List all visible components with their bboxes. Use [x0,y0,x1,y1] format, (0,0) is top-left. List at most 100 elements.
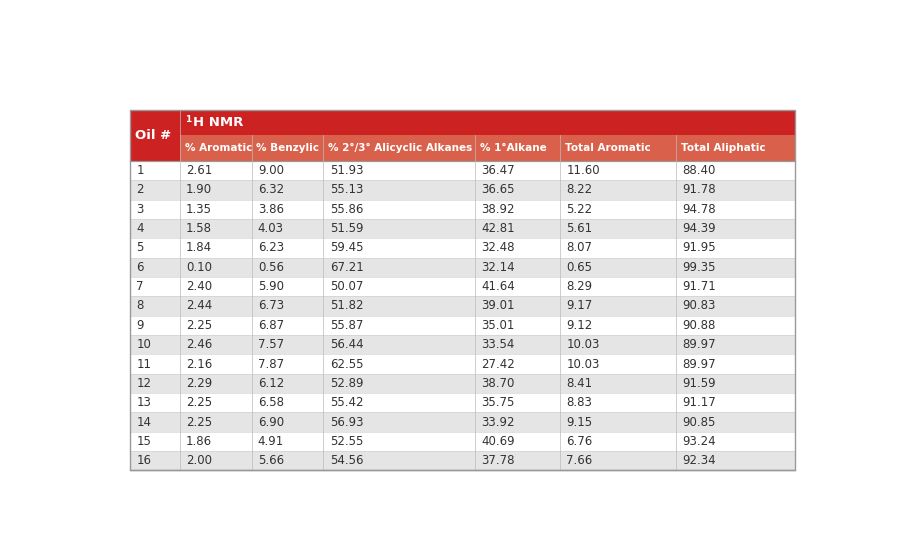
Bar [180,219,252,238]
Text: 91.95: 91.95 [682,241,716,255]
Text: Total Aromatic: Total Aromatic [565,143,651,153]
Text: % Aromatic: % Aromatic [184,143,252,153]
Bar [180,296,252,316]
Text: 4.91: 4.91 [258,435,284,448]
Text: 51.59: 51.59 [329,222,363,235]
Text: % Benzylic: % Benzylic [256,143,320,153]
Bar [180,316,252,335]
Text: 1: 1 [136,164,144,177]
Bar [252,335,323,354]
Bar [252,200,323,219]
Text: 1.86: 1.86 [186,435,212,448]
Text: 52.55: 52.55 [329,435,363,448]
Text: 67.21: 67.21 [329,261,364,274]
Bar [475,316,560,335]
Bar [252,373,323,393]
Bar [252,451,323,470]
Text: 5: 5 [136,241,144,255]
Bar [180,180,252,200]
Text: 27.42: 27.42 [482,358,515,371]
Text: 5.90: 5.90 [258,280,284,293]
Text: 50.07: 50.07 [329,280,363,293]
Bar [475,180,560,200]
Bar [475,296,560,316]
Text: 90.85: 90.85 [682,416,716,428]
Text: 8: 8 [136,300,144,312]
Text: 59.45: 59.45 [329,241,363,255]
Bar [676,180,795,200]
Bar [252,161,323,180]
Text: 91.78: 91.78 [682,183,716,196]
Text: 10.03: 10.03 [566,338,599,351]
Bar [676,335,795,354]
Text: 91.17: 91.17 [682,396,716,409]
Text: Oil #: Oil # [135,129,171,142]
Bar [180,111,795,135]
Text: 32.14: 32.14 [482,261,515,274]
Bar [252,354,323,373]
Text: 0.10: 0.10 [186,261,212,274]
Bar [475,451,560,470]
Bar [180,393,252,412]
Bar [323,316,475,335]
Text: 5.66: 5.66 [258,454,284,467]
Bar [130,393,180,412]
Text: 94.39: 94.39 [682,222,716,235]
Bar [676,257,795,277]
Bar [676,200,795,219]
Text: 8.41: 8.41 [566,377,592,390]
Bar [252,219,323,238]
Bar [130,180,180,200]
Bar [180,277,252,296]
Text: 93.24: 93.24 [682,435,716,448]
Bar [560,180,676,200]
Text: 5.22: 5.22 [566,203,592,216]
Text: 7: 7 [136,280,144,293]
Bar [130,111,795,470]
Text: 4.03: 4.03 [258,222,284,235]
Text: 38.70: 38.70 [482,377,515,390]
Text: 91.59: 91.59 [682,377,716,390]
Text: H NMR: H NMR [193,116,243,129]
Bar [180,354,252,373]
Text: 8.22: 8.22 [566,183,592,196]
Bar [323,335,475,354]
Text: 4: 4 [136,222,144,235]
Text: 2: 2 [136,183,144,196]
Bar [475,135,560,161]
Bar [323,238,475,257]
Bar [252,180,323,200]
Bar [560,335,676,354]
Bar [676,161,795,180]
Bar [323,432,475,451]
Bar [323,451,475,470]
Text: 36.65: 36.65 [482,183,515,196]
Text: 55.13: 55.13 [329,183,363,196]
Text: 92.34: 92.34 [682,454,716,467]
Bar [130,200,180,219]
Bar [130,257,180,277]
Text: 6.32: 6.32 [258,183,284,196]
Text: 33.92: 33.92 [482,416,515,428]
Text: 38.92: 38.92 [482,203,515,216]
Bar [130,161,180,180]
Bar [676,373,795,393]
Bar [130,219,180,238]
Bar [180,161,252,180]
Text: 1.58: 1.58 [186,222,212,235]
Bar [560,354,676,373]
Bar [323,257,475,277]
Bar [475,373,560,393]
Bar [560,257,676,277]
Bar [475,412,560,432]
Text: 33.54: 33.54 [482,338,515,351]
Bar [676,296,795,316]
Text: 55.42: 55.42 [329,396,363,409]
Text: 16: 16 [136,454,151,467]
Text: 2.46: 2.46 [186,338,212,351]
Text: 6.87: 6.87 [258,319,284,332]
Text: 7.57: 7.57 [258,338,284,351]
Bar [676,135,795,161]
Bar [323,135,475,161]
Bar [475,335,560,354]
